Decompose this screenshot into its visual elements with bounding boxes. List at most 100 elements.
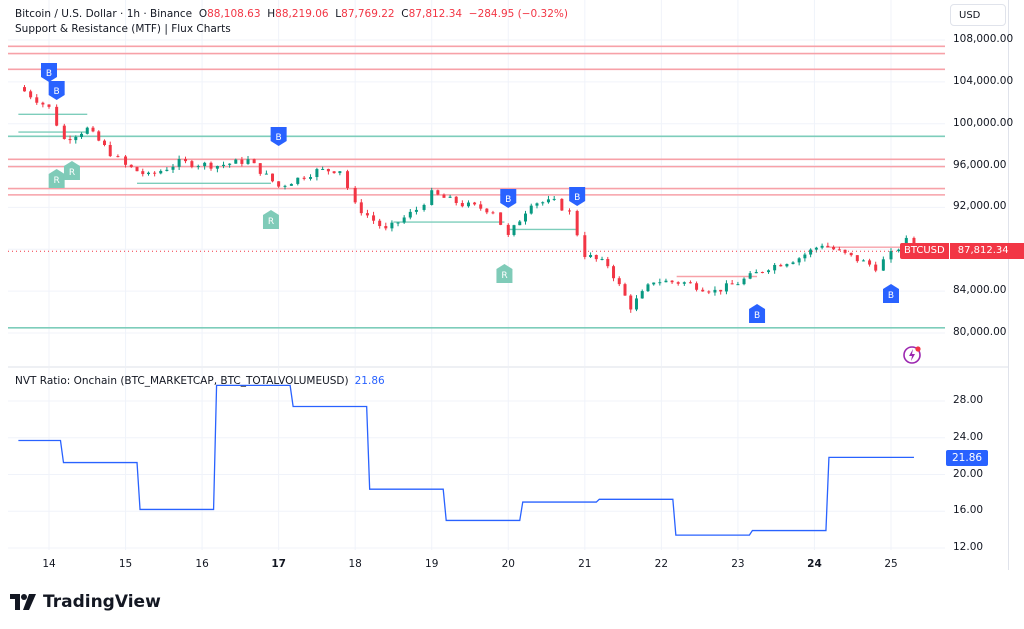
candle-body xyxy=(190,161,194,167)
candle-body xyxy=(332,171,336,174)
candle-body xyxy=(184,159,188,162)
price-tick: 104,000.00 xyxy=(953,74,1014,87)
time-tick: 16 xyxy=(195,558,209,570)
candle-body xyxy=(74,136,78,141)
nvt-tick: 12.00 xyxy=(953,541,984,553)
candle-body xyxy=(767,270,771,273)
candle-body xyxy=(384,226,388,229)
marker-break[interactable] xyxy=(270,127,287,146)
candle-body xyxy=(707,291,711,293)
candle-body xyxy=(575,211,579,236)
last-price-tag: BTCUSD 87,812.34 xyxy=(900,243,1024,259)
candle-body xyxy=(518,221,522,226)
marker-break[interactable] xyxy=(749,304,766,323)
time-axis[interactable]: 14 15 16 17 18 19 20 21 22 23 24 25 xyxy=(8,552,943,570)
candle-body xyxy=(29,91,33,98)
candle-body xyxy=(390,222,394,229)
time-tick: 18 xyxy=(348,558,362,570)
candle-body xyxy=(546,199,550,203)
candle-body xyxy=(695,283,699,290)
nvt-value: 21.86 xyxy=(354,375,385,387)
marker-break[interactable] xyxy=(48,81,65,100)
candle-body xyxy=(658,282,662,284)
candle-body xyxy=(855,255,859,262)
marker-break[interactable] xyxy=(569,187,586,206)
candle-body xyxy=(309,177,313,179)
candle-body xyxy=(47,104,51,107)
marker-label: B xyxy=(505,195,511,205)
candle-body xyxy=(612,266,616,279)
candle-body xyxy=(473,202,477,205)
candle-body xyxy=(68,138,72,141)
candle-body xyxy=(102,140,106,145)
indicator-title[interactable]: Support & Resistance (MTF) | Flux Charts xyxy=(15,23,231,35)
time-tick: 22 xyxy=(654,558,669,570)
marker-label: B xyxy=(54,87,60,97)
nvt-title[interactable]: NVT Ratio: Onchain (BTC_MARKETCAP, BTC_T… xyxy=(15,375,349,387)
candle-body xyxy=(414,209,418,212)
candle-body xyxy=(701,289,705,292)
candle-body xyxy=(209,162,213,169)
candle-body xyxy=(222,164,226,167)
nvt-line xyxy=(18,384,914,536)
marker-retest[interactable] xyxy=(48,169,65,188)
high-label: H xyxy=(267,8,276,20)
price-tick: 108,000.00 xyxy=(953,33,1014,45)
marker-label: B xyxy=(574,193,580,203)
candle-body xyxy=(277,181,281,187)
candle-body xyxy=(147,172,151,175)
candle-body xyxy=(338,171,342,174)
change-value: −284.95 (−0.32%) xyxy=(468,8,568,20)
candle-body xyxy=(868,260,872,265)
candle-body xyxy=(80,133,84,137)
candle-body xyxy=(271,173,275,182)
marker-break[interactable] xyxy=(883,284,899,303)
candle-body xyxy=(529,205,533,214)
candle-body xyxy=(23,87,27,92)
candle-body xyxy=(215,166,219,169)
candle-body xyxy=(809,249,813,255)
time-tick: 17 xyxy=(271,558,286,570)
candle-body xyxy=(153,172,157,174)
candle-body xyxy=(754,272,758,274)
candle-body xyxy=(430,190,434,205)
tradingview-logo-icon xyxy=(10,594,36,610)
candle-body xyxy=(523,213,527,222)
candle-body xyxy=(479,204,483,209)
currency-button[interactable]: USD xyxy=(950,4,1006,26)
candle-body xyxy=(617,278,621,285)
candle-body xyxy=(724,283,728,292)
candle-body xyxy=(116,156,120,158)
candle-body xyxy=(670,280,674,283)
lightning-alert-icon[interactable] xyxy=(902,345,922,365)
candle-body xyxy=(736,284,740,286)
candle-body xyxy=(826,245,830,247)
candle-body xyxy=(448,196,452,198)
marker-break[interactable] xyxy=(500,189,517,208)
candle-body xyxy=(589,255,593,258)
candle-body xyxy=(912,237,916,247)
candle-body xyxy=(129,164,133,168)
candle-body xyxy=(797,258,801,263)
candle-body xyxy=(583,235,587,258)
pane-separator[interactable] xyxy=(8,366,1008,368)
candle-body xyxy=(442,194,446,198)
marker-break[interactable] xyxy=(41,63,57,82)
price-tag-value: 87,812.34 xyxy=(948,243,1024,259)
candle-body xyxy=(378,220,382,227)
candle-body xyxy=(552,198,556,200)
candle-body xyxy=(258,163,262,174)
candle-body xyxy=(849,252,853,256)
marker-retest[interactable] xyxy=(63,161,80,180)
symbol-title[interactable]: Bitcoin / U.S. Dollar · 1h · Binance xyxy=(15,8,193,20)
candle-body xyxy=(315,169,319,178)
marker-retest[interactable] xyxy=(496,264,513,283)
tradingview-logo[interactable]: TradingView xyxy=(10,592,161,612)
candle-body xyxy=(436,190,440,195)
candle-body xyxy=(897,249,901,252)
candle-body xyxy=(55,106,59,126)
marker-retest[interactable] xyxy=(262,210,279,229)
candle-body xyxy=(843,249,847,253)
candle-body xyxy=(485,208,489,213)
